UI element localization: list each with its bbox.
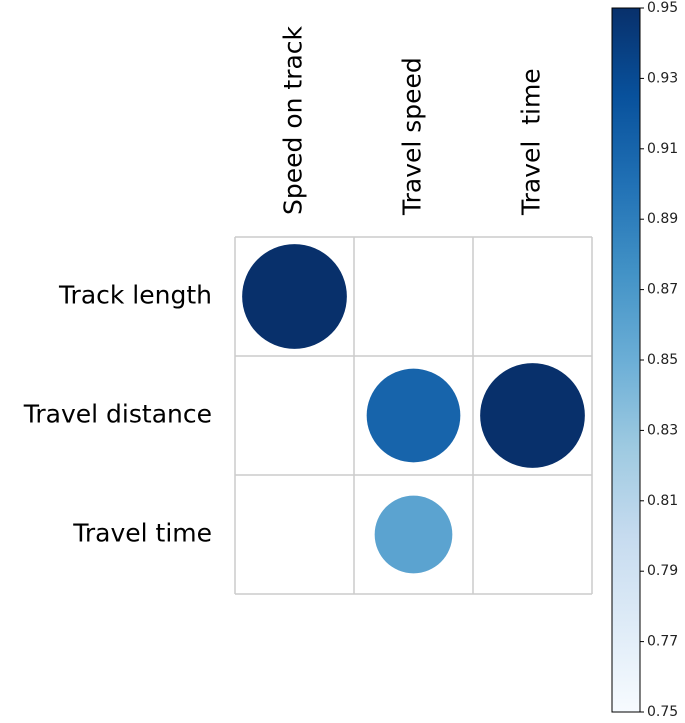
colorbar [611,7,641,713]
column-label: Speed on track [279,25,308,215]
colorbar-tick-label: 0.75 [647,704,678,720]
colorbar-tick-label: 0.91 [647,141,678,157]
correlation-circle [366,368,461,463]
colorbar-tick-label: 0.79 [647,563,678,579]
colorbar-tick-label: 0.83 [647,422,678,438]
column-label: Travel speed [398,57,427,216]
colorbar-tick-label: 0.87 [647,282,678,298]
row-label: Track length [58,281,212,310]
correlation-circle [242,244,347,349]
correlation-circle [480,363,585,468]
column-label: Travel time [517,68,546,216]
colorbar-tick-label: 0.81 [647,493,678,509]
row-label: Travel distance [23,400,212,429]
row-label: Travel time [72,519,212,548]
colorbar-tick-label: 0.95 [647,0,678,16]
colorbar-tick-label: 0.77 [647,634,678,650]
correlation-circle [374,495,453,574]
colorbar-tick-label: 0.85 [647,352,678,368]
colorbar-tick-label: 0.89 [647,211,678,227]
colorbar-tick-label: 0.93 [647,70,678,86]
